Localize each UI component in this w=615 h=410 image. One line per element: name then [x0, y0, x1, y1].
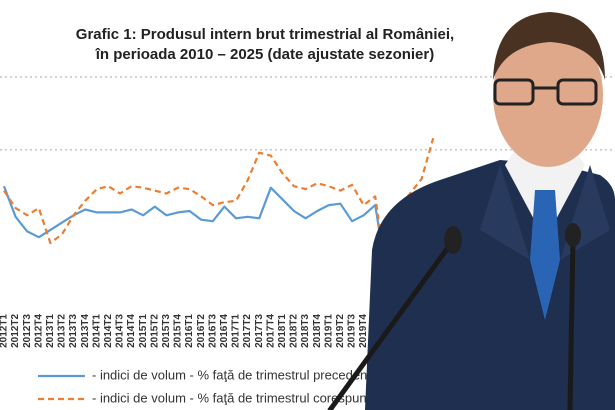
x-tick-label: 2012T3 — [22, 314, 33, 348]
x-tick-label: 2013T1 — [45, 314, 56, 348]
tie — [530, 190, 560, 320]
x-tick-label: 2017T1 — [231, 314, 242, 348]
x-tick-label: 2017T2 — [242, 314, 253, 348]
x-tick-label: 2018T2 — [289, 314, 300, 348]
x-tick-label: 2015T1 — [138, 314, 149, 348]
x-tick-label: 2017T3 — [254, 314, 265, 348]
x-tick-label: 2017T4 — [265, 314, 276, 348]
plot-area: 2012T1 2012T2 2012T3 2012T4 2013T1 2013T2 2013… — [0, 76, 615, 348]
x-tick-label: 2014T1 — [91, 314, 102, 348]
x-tick-label: 2018T4 — [312, 314, 323, 348]
legend-label: - indici de volum - % faţă de trimestrul… — [92, 390, 396, 405]
x-tick-label: 2012T2 — [10, 314, 21, 348]
x-tick-label: 2014T4 — [126, 314, 137, 348]
legend-label: - indici de volum - % faţă de trimestrul… — [92, 367, 371, 382]
x-tick-label: 2019T2 — [335, 314, 346, 348]
face — [493, 23, 603, 167]
x-tick-label: 2018T3 — [300, 314, 311, 348]
x-tick-label: 2019T4 — [358, 314, 369, 348]
x-tick-label: 2016T2 — [196, 314, 207, 348]
x-tick-label: 2018T1 — [277, 314, 288, 348]
legend: - indici de volum - % faţă de trimestrul… — [38, 367, 396, 405]
x-tick-label: 2019T3 — [347, 314, 358, 348]
chart-title: Grafic 1: Produsul intern brut trimestri… — [76, 26, 454, 43]
x-tick-label: 2015T4 — [173, 314, 184, 348]
x-tick-label: 2014T3 — [115, 314, 126, 348]
x-tick-label: 2015T2 — [149, 314, 160, 348]
x-tick-label: 2016T4 — [219, 314, 230, 348]
x-tick-label: 2014T2 — [103, 314, 114, 348]
data-line — [3, 137, 435, 280]
x-tick-label: 2012T1 — [0, 314, 10, 348]
glasses — [493, 78, 598, 106]
x-tick-label: 2013T2 — [57, 314, 68, 348]
photo — [327, 12, 615, 410]
x-tick-label: 2016T3 — [207, 314, 218, 348]
hair — [493, 12, 605, 80]
x-tick-label: 2012T4 — [33, 314, 44, 348]
x-tick-label: 2013T4 — [80, 314, 91, 348]
chart-subtitle: în perioada 2010 – 2025 (date ajustate s… — [95, 46, 434, 63]
x-tick-label: 2019T1 — [323, 314, 334, 348]
data-line — [2, 185, 423, 280]
microphones — [327, 223, 581, 410]
x-tick-label: 2015T3 — [161, 314, 172, 348]
x-tick-label: 2013T3 — [68, 314, 79, 348]
x-tick-label: 2016T1 — [184, 314, 195, 348]
